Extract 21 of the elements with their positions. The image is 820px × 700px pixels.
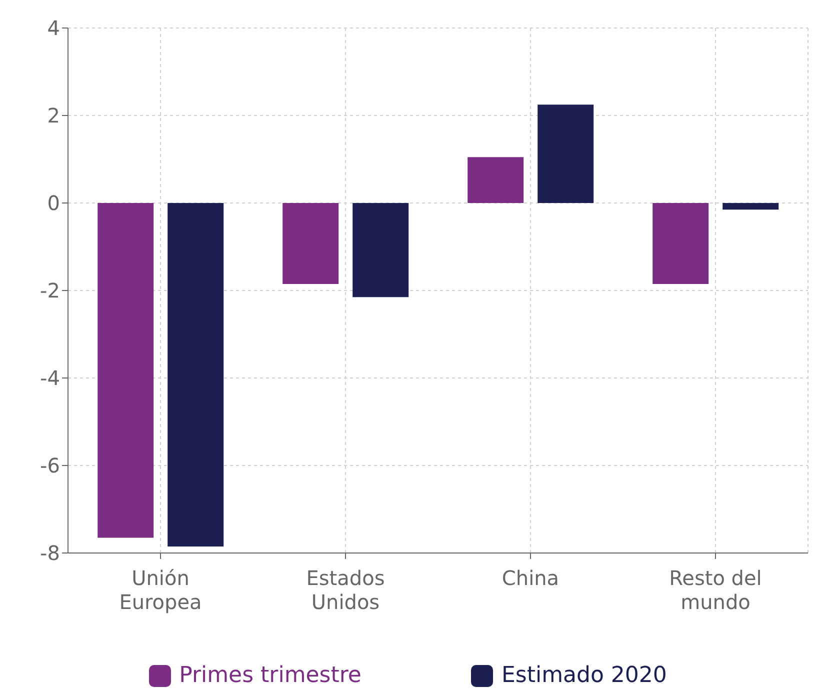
bar bbox=[652, 203, 709, 284]
x-tick-label: Unión Europea bbox=[119, 566, 202, 614]
bar bbox=[722, 203, 779, 210]
y-tick-label: -4 bbox=[40, 366, 60, 390]
x-tick-label: China bbox=[502, 566, 560, 590]
y-tick-label: 4 bbox=[47, 16, 60, 40]
x-tick-label: Estados Unidos bbox=[306, 566, 385, 614]
y-tick-label: -2 bbox=[40, 278, 60, 303]
legend-label: Primes trimestre bbox=[179, 663, 362, 688]
y-tick-label: -8 bbox=[40, 541, 60, 566]
bar bbox=[538, 104, 594, 203]
bar bbox=[352, 203, 409, 298]
legend-label: Estimado 2020 bbox=[501, 663, 667, 688]
y-tick-label: 0 bbox=[47, 191, 60, 216]
bar bbox=[98, 203, 154, 538]
x-tick-label: Resto del mundo bbox=[669, 566, 762, 614]
y-tick-label: -6 bbox=[40, 454, 60, 478]
bar bbox=[168, 203, 224, 546]
y-tick-label: 2 bbox=[47, 104, 60, 128]
bar bbox=[282, 203, 339, 284]
bar bbox=[468, 157, 524, 203]
